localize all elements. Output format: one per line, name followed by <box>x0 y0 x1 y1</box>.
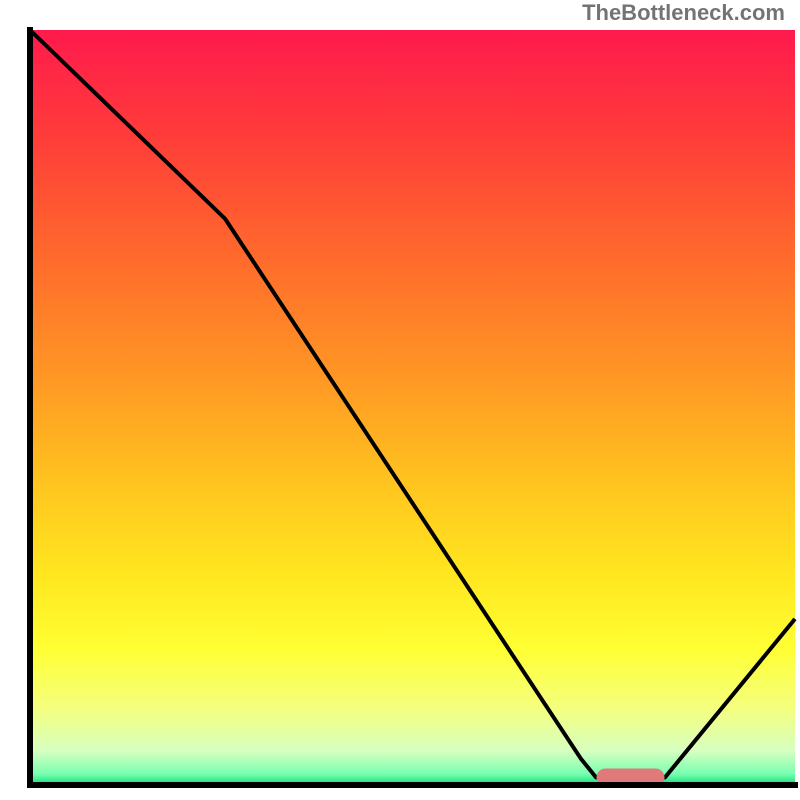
chart-svg <box>0 0 800 800</box>
chart-container: TheBottleneck.com <box>0 0 800 800</box>
